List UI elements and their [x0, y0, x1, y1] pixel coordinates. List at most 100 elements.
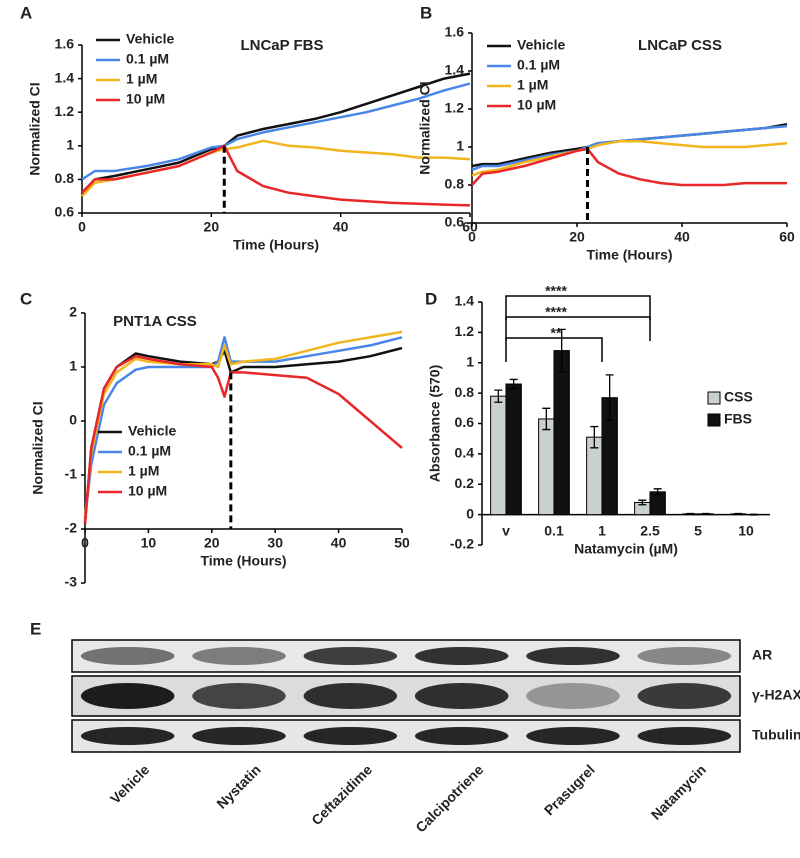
legend-label: Vehicle [126, 31, 174, 47]
y-tick-label: 0 [466, 505, 474, 521]
blot-band [637, 647, 732, 665]
series-line [83, 330, 403, 519]
panel-label: E [30, 619, 41, 638]
error-bar [494, 389, 503, 403]
legend-label: CSS [724, 389, 753, 405]
x-tick-label: 0 [78, 219, 86, 235]
y-tick-label: 1.6 [55, 36, 75, 52]
legend-swatch [707, 391, 721, 405]
y-tick-label: 0 [69, 412, 77, 428]
x-tick-label: 50 [394, 535, 410, 551]
blot-band [414, 683, 509, 709]
x-tick-label: 20 [204, 535, 220, 551]
y-tick-label: 1 [69, 358, 77, 374]
blot-band [80, 647, 175, 665]
blot-band [192, 647, 286, 665]
error-bar [686, 512, 695, 515]
x-tick-label: 0 [81, 535, 89, 551]
series-line [83, 336, 403, 519]
significance-bracket [505, 295, 651, 320]
y-tick-label: 0.2 [455, 475, 475, 491]
blot-band [526, 683, 620, 709]
significance-label: **** [545, 283, 567, 299]
blot-frame [71, 719, 741, 753]
y-tick-label: 1.2 [445, 100, 465, 116]
legend-label: 1 µM [517, 77, 548, 93]
y-tick-label: 0.8 [455, 384, 475, 400]
panel-label: D [425, 289, 437, 308]
x-tick-label: 10 [738, 522, 754, 538]
legend-label: FBS [724, 411, 752, 427]
series-line [471, 140, 788, 177]
blot-band [80, 727, 175, 745]
y-tick-label: -3 [65, 574, 78, 590]
error-bar [557, 328, 566, 373]
x-tick-label: 0.1 [544, 522, 564, 538]
y-axis-label: Normalized CI [27, 82, 43, 175]
blot-lane-label: Calcipotriene [412, 761, 486, 835]
significance-bracket [505, 316, 651, 341]
y-tick-label: -1 [65, 466, 78, 482]
legend-label: Vehicle [128, 423, 176, 439]
bar [505, 383, 522, 516]
blot-lane-label: Vehicle [107, 761, 153, 807]
series-line [83, 354, 403, 524]
y-tick-label: 1.2 [55, 103, 75, 119]
x-tick-label: 0 [468, 229, 476, 245]
y-axis-label: Normalized CI [417, 81, 433, 174]
blot-lane-label: Nystatin [213, 761, 263, 811]
y-tick-label: 1.4 [55, 69, 75, 85]
blot-band [80, 683, 175, 709]
x-tick-label: 5 [694, 522, 702, 538]
panel-label: C [20, 289, 32, 308]
legend-label: 0.1 µM [517, 57, 560, 73]
x-tick-label: 20 [204, 219, 220, 235]
bar [490, 395, 507, 516]
y-axis-label: Absorbance (570) [427, 365, 443, 482]
x-tick-label: v [502, 522, 510, 538]
y-tick-label: 0.4 [455, 445, 475, 461]
x-tick-label: 60 [779, 229, 795, 245]
y-tick-label: 0.8 [55, 170, 75, 186]
error-bar [590, 425, 599, 449]
y-tick-label: 2 [69, 304, 77, 320]
legend-swatch [707, 413, 721, 427]
series-line [471, 147, 787, 187]
y-tick-label: 0.6 [55, 204, 75, 220]
series-line [81, 72, 471, 194]
blot-row-label: AR [752, 647, 772, 663]
blot-band [303, 647, 398, 665]
x-tick-label: 1 [598, 522, 606, 538]
legend-label: 0.1 µM [126, 51, 169, 67]
x-axis-label: Time (Hours) [200, 553, 286, 569]
legend-label: Vehicle [517, 37, 565, 53]
bar [553, 350, 570, 516]
blot-row-label: Tubulin [752, 727, 800, 743]
panel-label: A [20, 3, 32, 22]
error-bar [653, 488, 662, 496]
blot-band [414, 727, 509, 745]
y-tick-label: 0.6 [455, 414, 475, 430]
y-tick-label: 0.8 [445, 176, 465, 192]
blot-band [192, 727, 286, 745]
y-axis-label: Normalized CI [30, 401, 46, 494]
blot-row-label: γ-H2AX [752, 687, 800, 703]
significance-label: ** [551, 325, 562, 341]
blot-lane-label: Natamycin [648, 761, 709, 822]
significance-label: **** [545, 304, 567, 320]
x-tick-label: 40 [333, 219, 349, 235]
x-tick-label: 40 [674, 229, 690, 245]
x-axis-label: Time (Hours) [233, 237, 319, 253]
series-line [81, 144, 471, 207]
bar [586, 436, 603, 516]
chart-title: PNT1A CSS [113, 313, 197, 330]
chart-title: LNCaP FBS [240, 37, 323, 54]
blot-frames [71, 639, 741, 753]
blot-band [303, 727, 398, 745]
legend-label: 10 µM [128, 483, 167, 499]
blot-band [526, 727, 620, 745]
x-tick-label: 20 [569, 229, 585, 245]
chart-title: LNCaP CSS [638, 37, 722, 54]
blot-band [526, 647, 620, 665]
x-tick-label: 10 [141, 535, 157, 551]
